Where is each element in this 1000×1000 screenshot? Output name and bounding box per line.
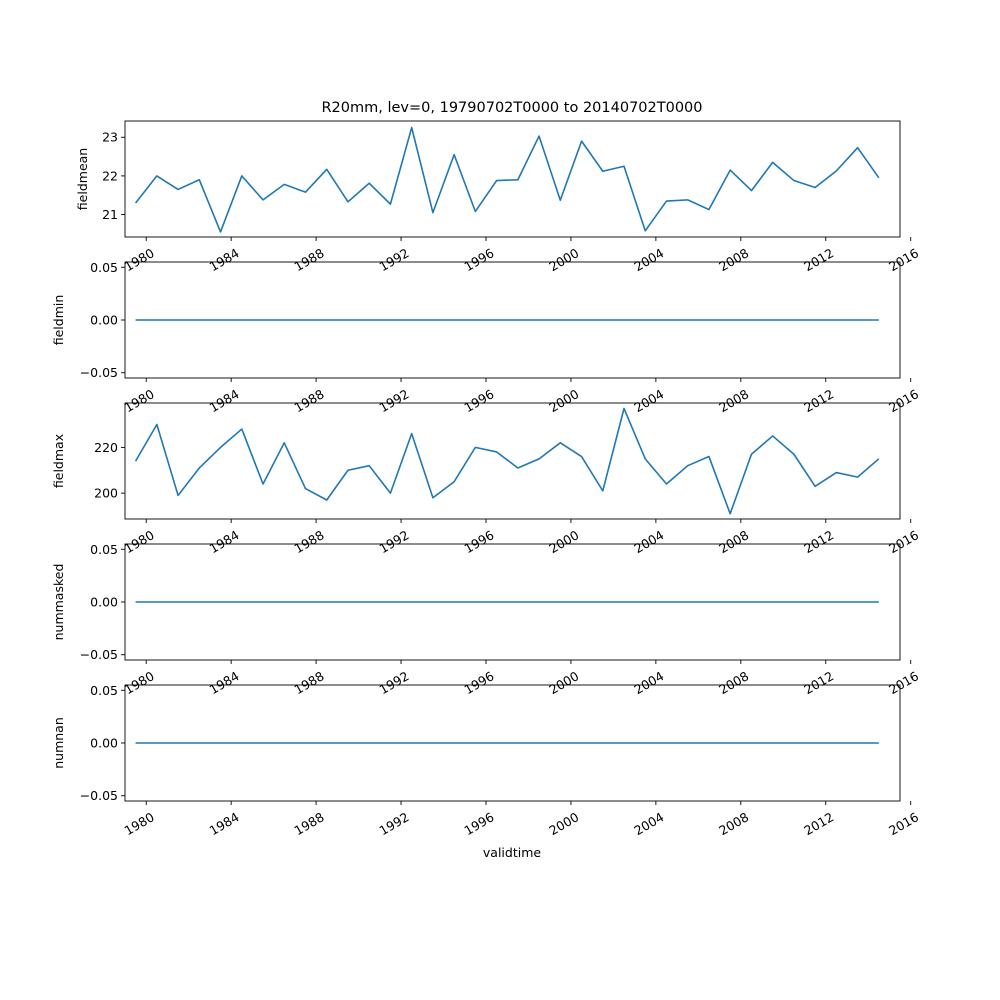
nummasked-y-tick-label: 0.00: [90, 595, 118, 610]
fieldmean-y-tick-label: 22: [102, 168, 118, 183]
fieldmax-y-tick-label: 200: [94, 486, 118, 501]
numnan-y-tick-label: 0.00: [90, 736, 118, 751]
fieldmin-y-tick-label: −0.05: [80, 365, 118, 380]
nummasked-y-tick-label: 0.05: [90, 542, 118, 557]
nummasked-y-tick-label: −0.05: [80, 647, 118, 662]
fieldmean-y-tick-label: 23: [102, 130, 118, 145]
nummasked-y-axis-label: nummasked: [51, 564, 66, 641]
figure-title: R20mm, lev=0, 19790702T0000 to 20140702T…: [321, 100, 702, 116]
fieldmean-series-line: [134, 126, 880, 233]
fieldmean-axes-frame: [124, 120, 901, 238]
fieldmax-series-line: [134, 407, 880, 515]
numnan-y-axis-label: numnan: [51, 717, 66, 769]
fieldmax-axes-frame: [124, 402, 901, 520]
fieldmean-y-tick-label: 21: [102, 207, 118, 222]
numnan-y-tick-label: 0.05: [90, 683, 118, 698]
fieldmean-y-axis-label: fieldmean: [75, 148, 90, 210]
fieldmin-y-tick-label: 0.05: [90, 260, 118, 275]
fieldmin-y-tick-label: 0.00: [90, 313, 118, 328]
x-axis-label: validtime: [483, 845, 541, 860]
fieldmin-y-axis-label: fieldmin: [51, 295, 66, 346]
numnan-y-tick-label: −0.05: [80, 788, 118, 803]
fieldmax-y-axis-label: fieldmax: [51, 434, 66, 488]
fieldmax-y-tick-label: 220: [94, 440, 118, 455]
